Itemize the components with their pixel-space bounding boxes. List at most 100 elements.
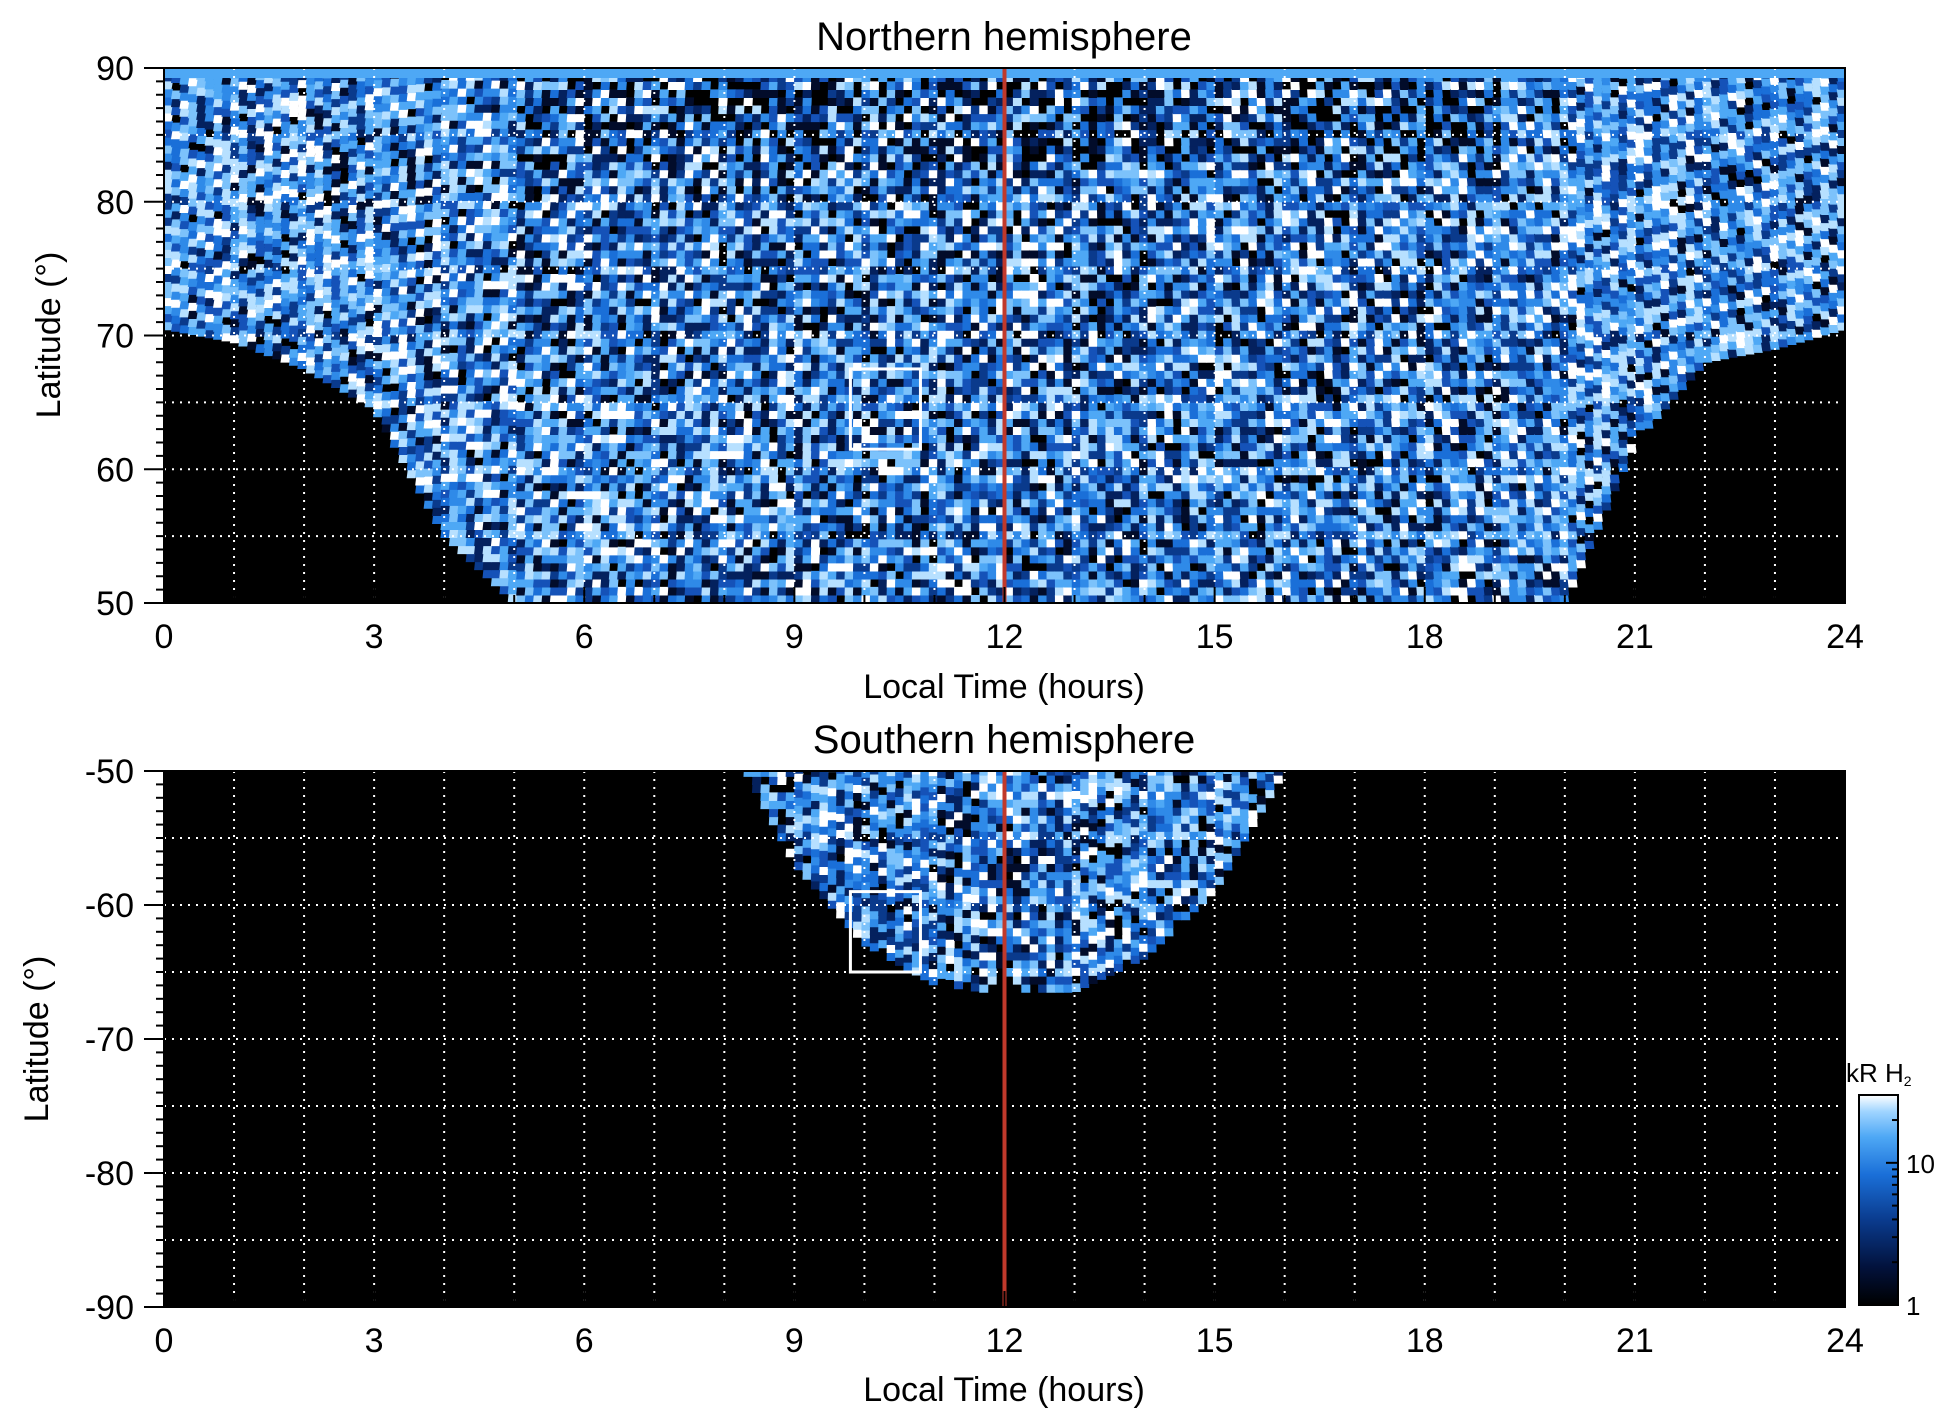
north-emission-cell (482, 288, 493, 298)
north-emission-cell (532, 434, 543, 444)
north-emission-cell (886, 474, 896, 484)
north-emission-cell (844, 522, 854, 532)
north-emission-cell (659, 434, 669, 444)
north-emission-cell (448, 112, 459, 121)
north-emission-cell (617, 137, 627, 147)
north-emission-cell (692, 249, 703, 259)
north-emission-cell (634, 346, 644, 355)
north-emission-cell (440, 280, 451, 290)
north-emission-cell (549, 290, 560, 299)
north-emission-cell (625, 233, 636, 243)
north-emission-cell (634, 161, 644, 171)
north-emission-cell (650, 105, 661, 115)
north-emission-cell (558, 530, 568, 540)
north-emission-cell (878, 290, 888, 299)
north-emission-cell (575, 514, 585, 524)
north-emission-cell (650, 338, 661, 347)
north-emission-cell (945, 129, 955, 139)
north-emission-cell (878, 249, 888, 259)
north-emission-cell (288, 228, 300, 238)
north-emission-cell (684, 298, 695, 307)
north-emission-cell (507, 256, 518, 266)
north-emission-cell (238, 257, 249, 267)
north-emission-cell (650, 113, 661, 123)
north-emission-cell (625, 266, 636, 275)
north-emission-cell (642, 482, 653, 492)
north-emission-cell (465, 473, 476, 482)
north-emission-cell (735, 225, 745, 235)
north-emission-cell (768, 522, 779, 532)
north-emission-cell (852, 177, 863, 187)
north-emission-cell (869, 498, 879, 508)
north-emission-cell (272, 102, 283, 111)
north-emission-map (164, 68, 1845, 603)
north-emission-cell (524, 538, 535, 548)
north-emission-cell (726, 530, 737, 540)
north-emission-cell (895, 474, 905, 484)
north-emission-cell (751, 225, 762, 235)
north-emission-cell (836, 522, 846, 532)
north-emission-cell (701, 546, 711, 556)
north-emission-cell (591, 546, 602, 556)
north-emission-cell (583, 225, 594, 235)
north-emission-cell (743, 298, 753, 307)
north-emission-cell (886, 490, 896, 500)
north-emission-cell (280, 161, 291, 170)
north-emission-cell (861, 458, 871, 468)
north-emission-cell (490, 473, 501, 482)
north-emission-cell (566, 426, 577, 435)
north-emission-cell (945, 209, 955, 219)
north-emission-cell (196, 207, 207, 217)
north-emission-cell (726, 554, 737, 564)
north-emission-cell (583, 490, 594, 500)
north-emission-cell (229, 166, 241, 175)
north-emission-cell (516, 434, 526, 444)
north-emission-cell (692, 274, 703, 283)
north-emission-cell (448, 489, 459, 498)
north-emission-cell (272, 310, 283, 320)
north-emission-cell (305, 324, 316, 334)
north-emission-cell (490, 224, 501, 234)
north-emission-cell (945, 145, 955, 155)
north-emission-cell (852, 282, 863, 291)
north-emission-cell (869, 290, 879, 299)
north-emission-cell (532, 474, 543, 484)
north-emission-cell (482, 441, 493, 450)
north-emission-cell (802, 201, 812, 211)
north-emission-cell (692, 169, 703, 179)
north-emission-cell (886, 554, 896, 564)
north-emission-cell (701, 153, 711, 163)
north-emission-cell (272, 350, 283, 360)
north-emission-cell (457, 192, 468, 201)
north-emission-cell (406, 253, 417, 262)
north-emission-cell (465, 457, 476, 466)
north-emission-cell (617, 193, 627, 203)
north-emission-cell (490, 248, 501, 258)
north-emission-cell (676, 538, 686, 548)
north-emission-cell (785, 362, 795, 371)
north-emission-cell (878, 546, 888, 556)
north-emission-cell (532, 410, 543, 419)
north-emission-cell (591, 578, 602, 588)
north-emission-cell (406, 220, 417, 230)
north-emission-cell (213, 291, 224, 300)
north-emission-cell (204, 121, 215, 130)
north-emission-cell (634, 402, 644, 411)
north-emission-cell (650, 418, 661, 427)
north-emission-cell (659, 298, 669, 307)
north-emission-cell (575, 274, 585, 283)
north-emission-cell (642, 546, 653, 556)
north-emission-cell (406, 325, 417, 334)
north-emission-cell (263, 323, 274, 333)
north-emission-cell (432, 138, 442, 147)
north-emission-cell (465, 184, 476, 193)
north-emission-cell (794, 161, 804, 171)
north-emission-cell (549, 330, 560, 339)
north-emission-cell (288, 317, 300, 326)
north-emission-cell (895, 282, 905, 291)
north-emission-cell (920, 322, 930, 331)
north-emission-cell (718, 81, 728, 91)
north-emission-cell (196, 328, 207, 337)
north-emission-cell (928, 169, 938, 179)
north-emission-cell (895, 402, 905, 411)
